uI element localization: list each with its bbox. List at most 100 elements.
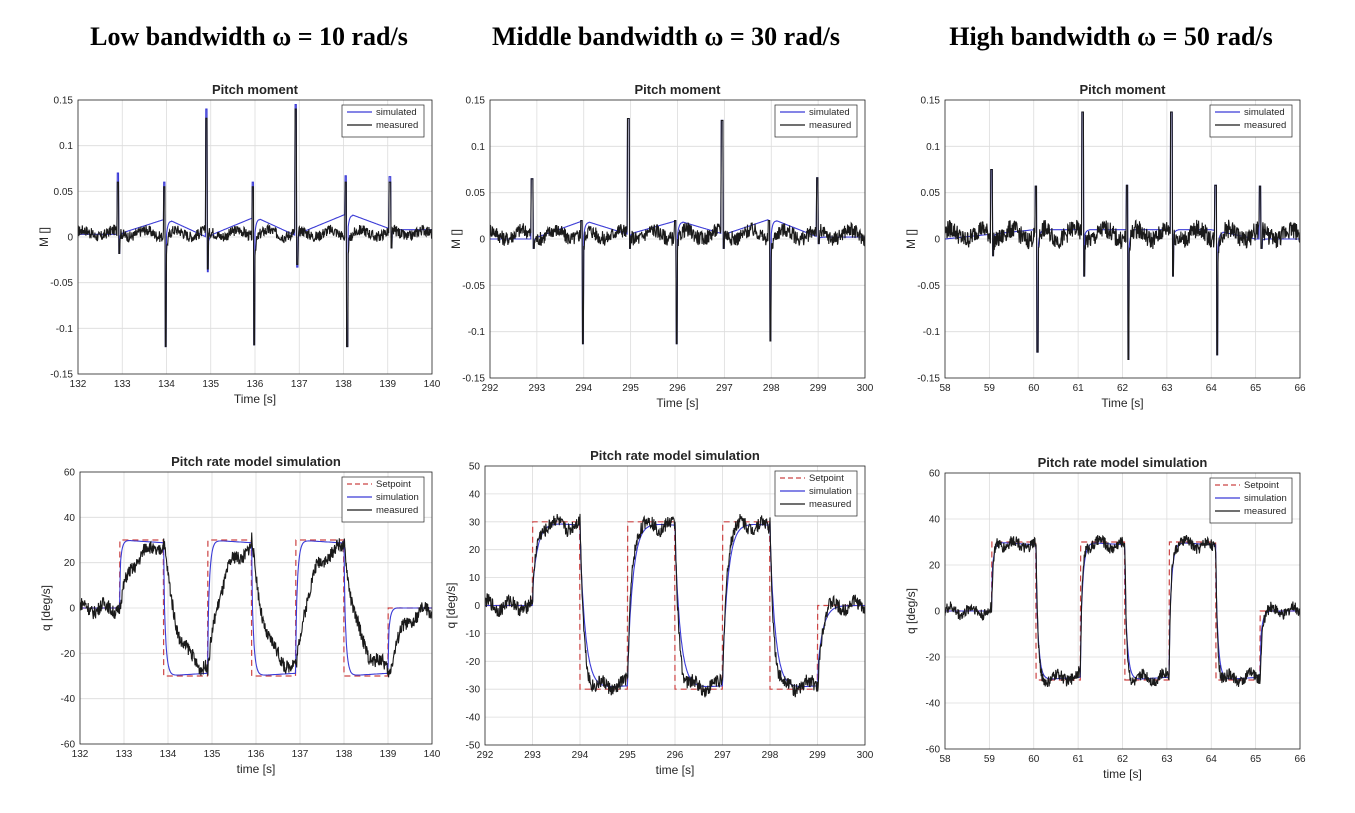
series-line-measured xyxy=(78,108,432,348)
x-tick-label: 293 xyxy=(524,750,541,761)
axes-frame xyxy=(484,465,866,746)
column-title-middle: Middle bandwidth ω = 30 rad/s xyxy=(491,22,841,51)
x-tick-label: 61 xyxy=(1073,383,1085,394)
y-tick-label: -0.15 xyxy=(917,374,940,385)
x-tick-label: 62 xyxy=(1117,754,1129,765)
x-tick-label: 300 xyxy=(857,750,874,761)
x-tick-label: 64 xyxy=(1206,754,1218,765)
y-tick-label: 10 xyxy=(469,573,481,584)
axes-frame xyxy=(79,471,433,745)
y-tick-label: 0.05 xyxy=(466,188,486,199)
axes-frame xyxy=(77,99,433,375)
x-tick-label: 133 xyxy=(116,749,133,760)
x-tick-label: 134 xyxy=(158,379,175,390)
chart-svg: Pitch moment 292 293 294 295 296 297 298 299 300 -… xyxy=(449,82,874,410)
chart-title: Pitch rate model simulation xyxy=(171,454,341,469)
x-tick-label: 64 xyxy=(1206,383,1218,394)
x-tick-label: 293 xyxy=(529,383,546,394)
chart-svg: Pitch rate model simulation 292 293 294 295 2… xyxy=(444,448,874,777)
x-tick-label: 294 xyxy=(575,383,592,394)
y-tick-label: 30 xyxy=(469,517,481,528)
x-axis-label: Time [s] xyxy=(234,392,276,406)
y-tick-label: 60 xyxy=(64,468,76,479)
series-line-simulation xyxy=(80,539,432,676)
y-tick-label: -0.05 xyxy=(462,281,485,292)
legend-box xyxy=(341,104,425,138)
legend-label: simulated xyxy=(809,107,850,118)
chart-pitch-moment-low: Pitch moment 132 133 134 135 136 137 138 139 140 -… xyxy=(30,78,450,418)
y-tick-label: 0.1 xyxy=(471,142,485,153)
x-tick-label: 66 xyxy=(1294,754,1306,765)
y-axis-label: q [deg/s] xyxy=(904,588,918,634)
x-tick-label: 58 xyxy=(939,383,951,394)
x-tick-label: 132 xyxy=(72,749,89,760)
legend-label: Setpoint xyxy=(809,473,844,484)
x-tick-label: 59 xyxy=(984,383,996,394)
column-title-high: High bandwidth ω = 50 rad/s xyxy=(949,22,1273,51)
series-line-measured xyxy=(945,534,1300,687)
chart-svg: Pitch rate model simulation 132 133 134 135 1… xyxy=(39,454,441,776)
legend-box xyxy=(1209,104,1293,138)
x-tick-label: 297 xyxy=(716,383,733,394)
y-tick-label: -0.15 xyxy=(462,374,485,385)
column-title-low: Low bandwidth ω = 10 rad/s xyxy=(90,22,408,51)
y-tick-label: -20 xyxy=(61,649,76,660)
y-tick-label: -20 xyxy=(926,653,941,664)
legend-label: simulated xyxy=(376,107,417,118)
x-tick-label: 65 xyxy=(1250,754,1262,765)
chart-pitch-moment-high: Pitch moment 58 59 60 61 62 63 64 65 66 -0.15 -0.1 -… xyxy=(895,78,1315,418)
y-tick-label: 40 xyxy=(469,489,481,500)
series-line-measured xyxy=(80,532,432,678)
chart-svg: Pitch moment 58 59 60 61 62 63 64 65 66 -0.15 -0.1 -… xyxy=(904,82,1306,410)
x-tick-label: 296 xyxy=(669,383,686,394)
y-tick-label: 0.1 xyxy=(926,142,940,153)
x-tick-label: 136 xyxy=(247,379,264,390)
y-axis-label: q [deg/s] xyxy=(39,585,53,631)
y-tick-label: 0.05 xyxy=(54,187,74,198)
y-tick-label: 60 xyxy=(929,469,941,480)
x-axis-label: Time [s] xyxy=(1101,396,1143,410)
chart-pitch-moment-middle: Pitch moment 292 293 294 295 296 297 298 299 300 -… xyxy=(440,78,880,418)
y-axis-label: M [] xyxy=(37,227,51,247)
y-tick-label: 0.15 xyxy=(54,96,74,107)
chart-svg: Pitch moment 132 133 134 135 136 137 138 139 140 -… xyxy=(37,82,441,406)
x-tick-label: 294 xyxy=(572,750,589,761)
y-tick-label: -0.1 xyxy=(923,327,941,338)
y-tick-label: 0.05 xyxy=(921,188,941,199)
x-tick-label: 61 xyxy=(1073,754,1085,765)
y-tick-label: 0 xyxy=(934,235,940,246)
y-tick-label: 40 xyxy=(64,513,76,524)
legend-label: simulated xyxy=(1244,107,1285,118)
y-tick-label: -0.05 xyxy=(50,278,73,289)
y-tick-label: 0 xyxy=(69,604,75,615)
axes-frame xyxy=(944,472,1301,750)
x-tick-label: 62 xyxy=(1117,383,1129,394)
legend-label: measured xyxy=(376,120,418,131)
x-tick-label: 137 xyxy=(292,749,309,760)
x-tick-label: 133 xyxy=(114,379,131,390)
series-line-simulated xyxy=(78,104,432,348)
x-tick-label: 299 xyxy=(810,383,827,394)
x-tick-label: 298 xyxy=(763,383,780,394)
x-tick-label: 59 xyxy=(984,754,996,765)
x-tick-label: 292 xyxy=(477,750,494,761)
x-tick-label: 132 xyxy=(70,379,87,390)
legend-box xyxy=(774,104,858,138)
x-tick-label: 60 xyxy=(1028,383,1040,394)
legend-label: Setpoint xyxy=(1244,480,1279,491)
legend-label: measured xyxy=(1244,506,1286,517)
x-tick-label: 137 xyxy=(291,379,308,390)
x-tick-label: 138 xyxy=(335,379,352,390)
y-tick-label: -40 xyxy=(926,699,941,710)
chart-pitch-rate-low: Pitch rate model simulation 132 133 134 135 1… xyxy=(30,442,450,782)
y-tick-label: -20 xyxy=(466,657,481,668)
chart-title: Pitch moment xyxy=(1080,82,1167,97)
y-tick-label: 0.15 xyxy=(921,96,941,107)
legend-label: measured xyxy=(809,120,851,131)
x-tick-label: 298 xyxy=(762,750,779,761)
x-tick-label: 135 xyxy=(204,749,221,760)
y-tick-label: 40 xyxy=(929,515,941,526)
axes-frame xyxy=(944,99,1301,379)
chart-title: Pitch rate model simulation xyxy=(1038,455,1208,470)
x-tick-label: 60 xyxy=(1028,754,1040,765)
